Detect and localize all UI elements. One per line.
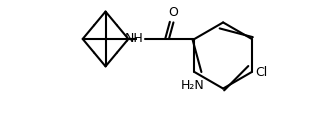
Text: Cl: Cl [255, 66, 268, 78]
Text: O: O [169, 6, 178, 19]
Text: H₂N: H₂N [181, 79, 205, 92]
Text: NH: NH [125, 32, 143, 46]
